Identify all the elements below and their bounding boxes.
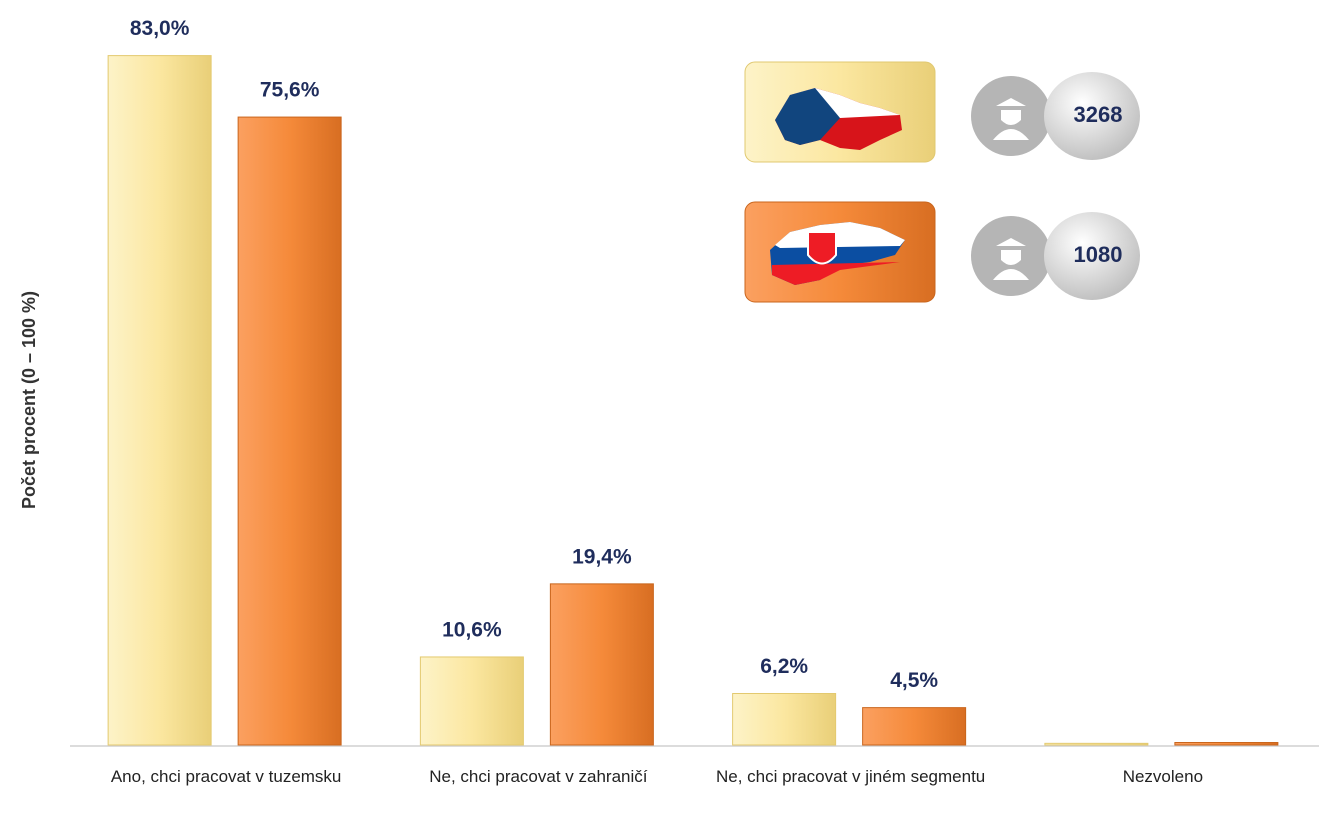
person-shape — [993, 238, 1029, 280]
bar — [419, 656, 524, 746]
legend-label: 3268 — [1074, 102, 1123, 127]
bar — [1174, 742, 1279, 746]
bar — [549, 583, 654, 746]
y-axis-label: Počet procent (0 – 100 %) — [19, 291, 39, 509]
bar — [107, 55, 212, 746]
x-tick-label: Ano, chci pracovat v tuzemsku — [110, 767, 342, 786]
bar — [237, 116, 342, 746]
person-shape — [993, 98, 1029, 140]
data-label: 19,4% — [572, 545, 632, 568]
count-pill — [1044, 72, 1140, 160]
x-tick-label: Ne, chci pracovat v zahraničí — [429, 767, 648, 786]
legend-label: 1080 — [1074, 242, 1123, 267]
cz-map-wedge — [775, 88, 840, 145]
sk-map-red — [772, 262, 900, 285]
data-label: 75,6% — [260, 79, 320, 102]
data-label: 4,5% — [890, 669, 938, 692]
data-label: 10,6% — [442, 619, 502, 642]
data-label: 83,0% — [130, 17, 190, 40]
bar — [862, 707, 967, 746]
bar — [1044, 742, 1149, 746]
data-label: 6,2% — [760, 655, 808, 678]
count-pill — [1044, 212, 1140, 300]
x-tick-label: Nezvoleno — [1122, 767, 1204, 786]
sk-shield — [807, 231, 837, 265]
x-tick-label: Ne, chci pracovat v jiném segmentu — [715, 767, 986, 786]
bar — [732, 693, 837, 746]
